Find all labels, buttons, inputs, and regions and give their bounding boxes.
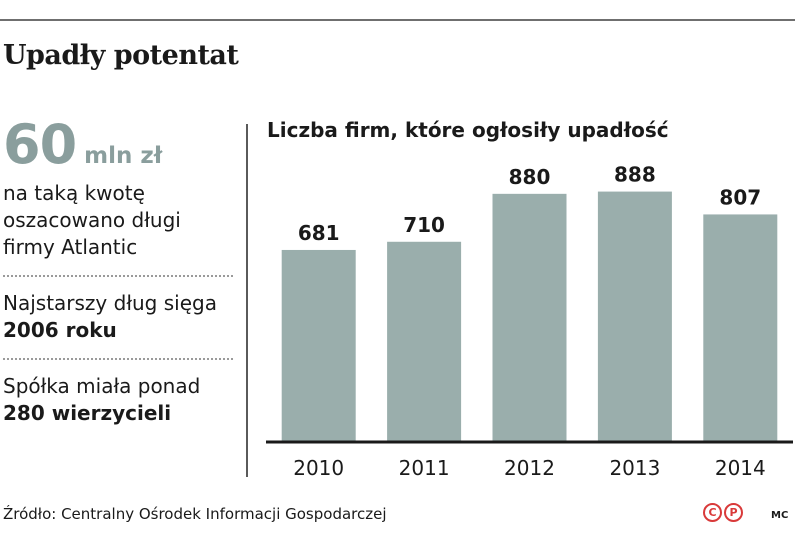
fact-creditors: Spółka miała ponad 280 wierzycieli — [3, 373, 235, 427]
data-label-2012: 880 — [509, 165, 551, 189]
data-label-2011: 710 — [403, 213, 445, 237]
source-note: Źródło: Centralny Ośrodek Informacji Gos… — [3, 505, 387, 523]
cp-logo: C P — [703, 503, 745, 522]
big-stat-unit: mln zł — [84, 143, 163, 169]
vertical-divider — [246, 124, 248, 477]
x-tick-label-2013: 2013 — [609, 456, 660, 480]
fact-creditors-text: Spółka miała ponad — [3, 374, 201, 398]
key-facts-panel: 60 mln zł na taką kwotę oszacowano długi… — [3, 118, 235, 427]
dotted-divider — [3, 275, 233, 277]
big-stat: 60 mln zł — [3, 118, 235, 172]
top-rule — [0, 19, 795, 21]
bar-2010 — [281, 249, 356, 442]
data-label-2010: 681 — [298, 221, 340, 245]
fact-creditors-value: 280 wierzycieli — [3, 401, 172, 425]
page-title: Upadły potentat — [3, 40, 239, 71]
big-stat-number: 60 — [3, 113, 77, 176]
data-label-2014: 807 — [719, 185, 761, 209]
x-tick-label-2011: 2011 — [399, 456, 450, 480]
data-label-2013: 888 — [614, 163, 656, 187]
x-tick-label-2012: 2012 — [504, 456, 555, 480]
x-tick-label-2014: 2014 — [715, 456, 766, 480]
x-tick-label-2010: 2010 — [293, 456, 344, 480]
logo-letter-p: P — [724, 503, 743, 522]
bar-2014 — [703, 214, 778, 442]
logo-letter-c: C — [703, 503, 722, 522]
bar-2012 — [492, 193, 567, 442]
fact-oldest-debt-value: 2006 roku — [3, 318, 117, 342]
fact-oldest-debt: Najstarszy dług sięga 2006 roku — [3, 290, 235, 344]
bar-2013 — [597, 191, 672, 442]
fact-oldest-debt-text: Najstarszy dług sięga — [3, 291, 217, 315]
big-stat-description: na taką kwotę oszacowano długi firmy Atl… — [3, 181, 181, 259]
author-initials: MC — [771, 510, 789, 521]
dotted-divider — [3, 358, 233, 360]
chart-title: Liczba firm, które ogłosiły upadłość — [267, 118, 669, 142]
bar-2011 — [387, 241, 462, 442]
